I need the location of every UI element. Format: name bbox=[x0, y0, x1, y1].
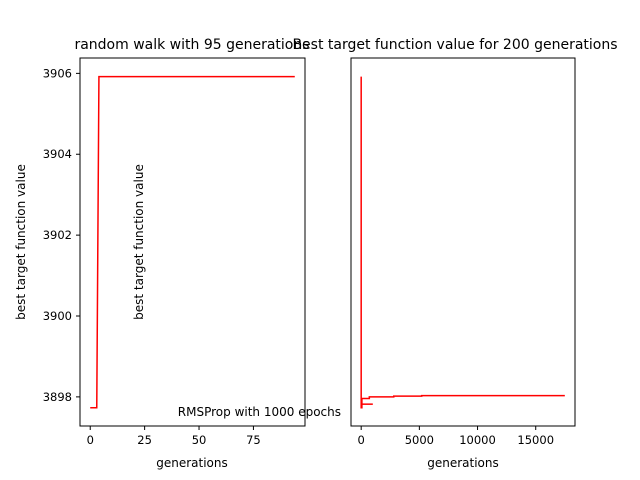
left-x-tick-label: 0 bbox=[87, 433, 94, 447]
left-plot-panel: 0 25 50 75 3898 3900 3902 3904 3906 random walk… bbox=[14, 37, 310, 470]
left-x-axis-label: generations bbox=[156, 456, 228, 470]
left-y-tick-label: 3904 bbox=[43, 147, 72, 161]
left-y-axis-label: best target function value bbox=[14, 164, 28, 320]
right-x-tick-label: 0 bbox=[358, 433, 365, 447]
left-y-tick-label: 3900 bbox=[43, 309, 72, 323]
left-y-tick-label: 3906 bbox=[43, 66, 72, 80]
right-chart-title: Best target function value for 200 gener… bbox=[292, 37, 617, 53]
left-x-tick-label: 75 bbox=[246, 433, 261, 447]
left-series-line bbox=[90, 75, 295, 409]
right-x-tick-label: 5000 bbox=[405, 433, 434, 447]
right-x-ticks: 0 5000 10000 15000 bbox=[358, 426, 554, 447]
left-plot-frame bbox=[79, 57, 306, 427]
right-plot-panel: 0 5000 10000 15000 Best target function val… bbox=[178, 37, 618, 470]
right-series-line bbox=[360, 76, 565, 409]
right-plot-frame bbox=[350, 57, 576, 427]
right-x-tick-label: 10000 bbox=[459, 433, 496, 447]
left-x-tick-label: 50 bbox=[192, 433, 207, 447]
right-annotation-text: RMSProp with 1000 epochs bbox=[178, 405, 341, 419]
right-x-axis-label: generations bbox=[427, 456, 499, 470]
left-y-tick-label: 3902 bbox=[43, 228, 72, 242]
left-annotation-text: best target function value bbox=[132, 164, 146, 320]
left-y-tick-label: 3898 bbox=[43, 390, 72, 404]
left-x-tick-label: 25 bbox=[137, 433, 152, 447]
left-chart-title: random walk with 95 generations bbox=[74, 37, 309, 53]
left-x-ticks: 0 25 50 75 bbox=[87, 426, 261, 447]
left-y-ticks: 3898 3900 3902 3904 3906 bbox=[43, 66, 80, 404]
right-x-tick-label: 15000 bbox=[517, 433, 554, 447]
